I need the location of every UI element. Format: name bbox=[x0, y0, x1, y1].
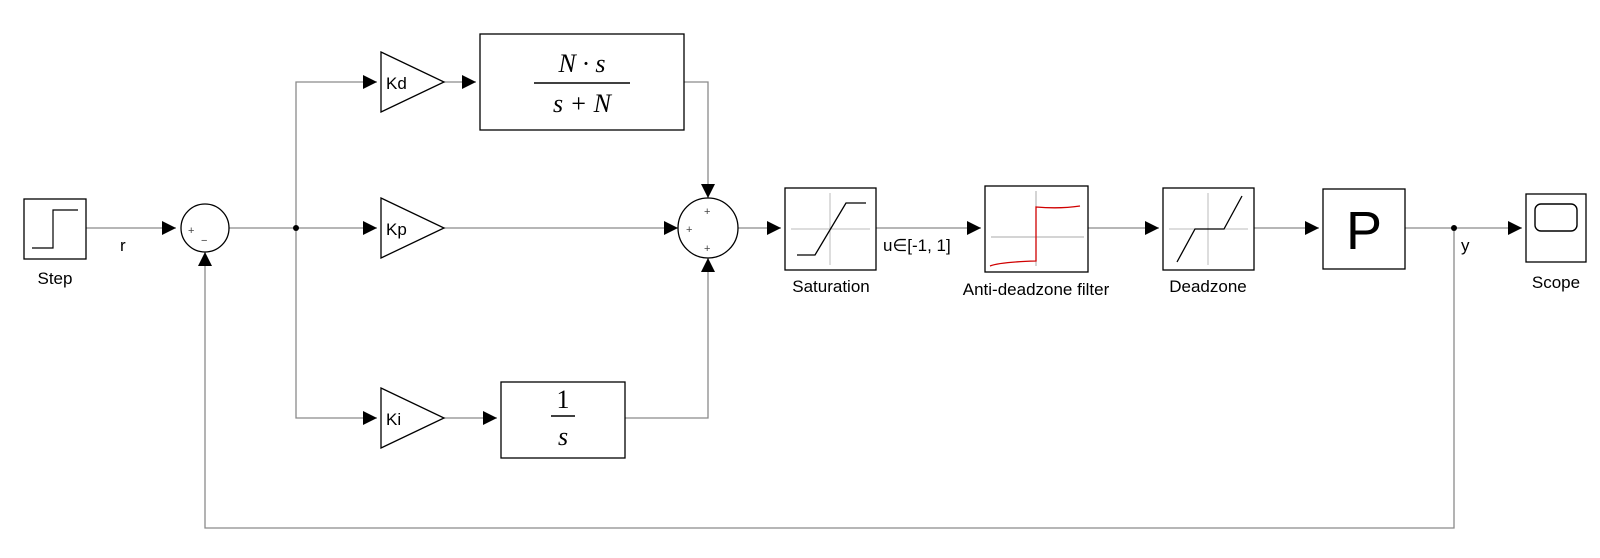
sum1-sign-bottom: − bbox=[201, 235, 207, 247]
sum1-sign-left: + bbox=[188, 225, 194, 237]
anti-deadzone-filter-label: Anti-deadzone filter bbox=[963, 280, 1110, 299]
saturation-icon bbox=[791, 193, 870, 265]
wire-filter-to-sum2 bbox=[684, 81, 715, 198]
deadzone-block[interactable] bbox=[1162, 187, 1255, 271]
ki-gain-block[interactable]: Ki bbox=[380, 386, 446, 450]
anti-deadzone-filter-icon bbox=[989, 191, 1084, 267]
signal-y-label: y bbox=[1461, 236, 1470, 255]
deadzone-label: Deadzone bbox=[1169, 277, 1247, 296]
plant-label: P bbox=[1346, 201, 1382, 261]
saturation-block[interactable] bbox=[784, 187, 877, 271]
wire-branch-to-kd bbox=[295, 75, 377, 228]
derivative-filter-block[interactable]: N · s s + N bbox=[479, 33, 685, 131]
scope-block[interactable] bbox=[1525, 193, 1587, 263]
integrator-block[interactable]: 1 s bbox=[500, 381, 626, 459]
wire-branch-to-ki bbox=[295, 228, 377, 425]
kd-gain-block[interactable]: Kd bbox=[380, 50, 446, 114]
anti-deadzone-filter-block[interactable] bbox=[984, 185, 1089, 273]
derivative-filter-numerator: N · s bbox=[558, 49, 606, 78]
step-label: Step bbox=[38, 269, 73, 288]
kp-gain-block[interactable]: Kp bbox=[380, 196, 446, 260]
plant-block[interactable]: P bbox=[1322, 188, 1406, 270]
deadzone-icon bbox=[1169, 193, 1248, 265]
wires bbox=[86, 75, 1522, 529]
sum2-sign-left: + bbox=[686, 224, 692, 236]
derivative-filter-denominator: s + N bbox=[553, 89, 613, 118]
wire-feedback bbox=[198, 228, 1455, 529]
integrator-denominator: s bbox=[558, 422, 568, 451]
step-block[interactable] bbox=[23, 198, 87, 260]
sum2-sign-bottom: + bbox=[704, 243, 710, 255]
sum2-block[interactable]: + + + bbox=[677, 197, 739, 259]
ki-label: Ki bbox=[386, 410, 401, 429]
signal-u-label: u∈[-1, 1] bbox=[883, 236, 951, 255]
scope-label: Scope bbox=[1532, 273, 1580, 292]
step-icon bbox=[32, 209, 78, 249]
saturation-label: Saturation bbox=[792, 277, 870, 296]
branch-point-output bbox=[1451, 225, 1457, 231]
kp-label: Kp bbox=[386, 220, 407, 239]
scope-screen-icon bbox=[1534, 203, 1578, 232]
signal-r-label: r bbox=[120, 236, 126, 255]
integrator-numerator: 1 bbox=[557, 385, 570, 414]
branch-point-error bbox=[293, 225, 299, 231]
sum1-block[interactable]: + − bbox=[180, 203, 230, 253]
sum2-sign-top: + bbox=[704, 206, 710, 218]
wire-integrator-to-sum2 bbox=[625, 258, 715, 419]
kd-label: Kd bbox=[386, 74, 407, 93]
